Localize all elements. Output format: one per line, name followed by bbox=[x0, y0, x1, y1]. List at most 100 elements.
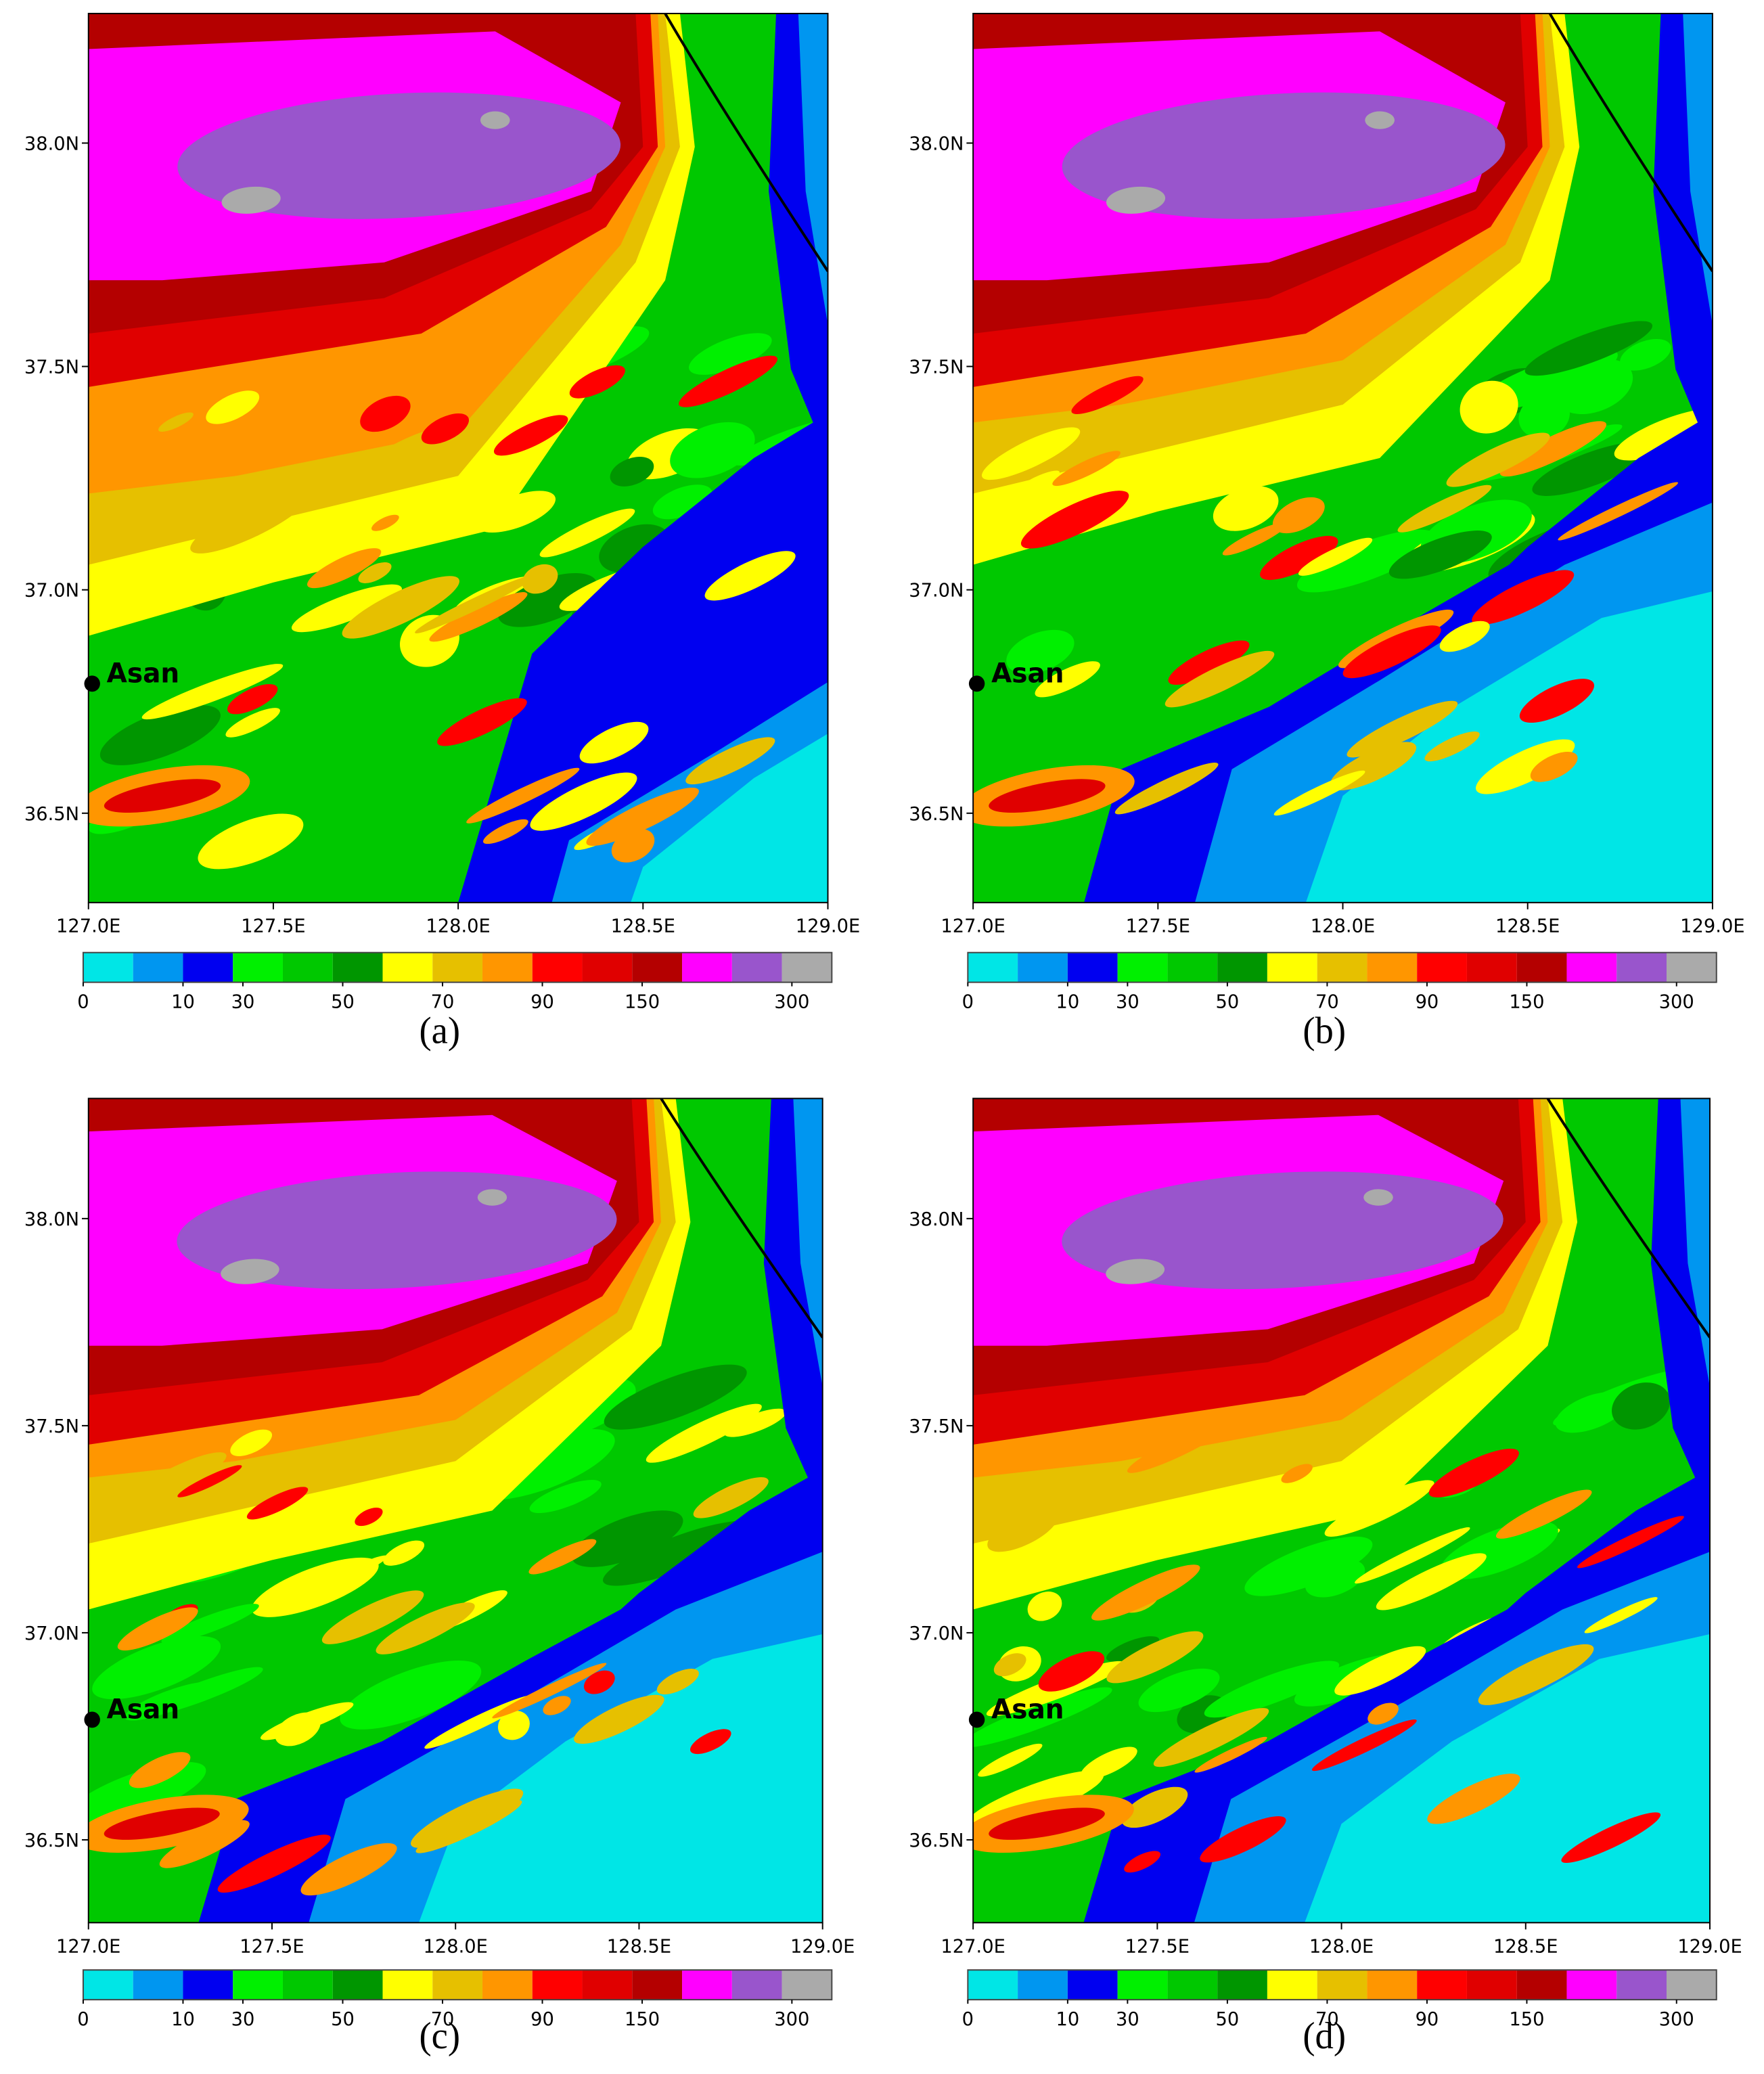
y-tick-label: 36.5N bbox=[909, 1829, 964, 1851]
colorbar-tick-label: 0 bbox=[962, 2008, 974, 2030]
contour-blob bbox=[1367, 1703, 1399, 1725]
contour-blob bbox=[693, 1477, 769, 1518]
contour-blob bbox=[141, 664, 284, 720]
contour-blob bbox=[1106, 1259, 1165, 1284]
contour-blob bbox=[161, 1604, 259, 1644]
contour-blob bbox=[1062, 92, 1506, 219]
contour-blob bbox=[1612, 1382, 1671, 1430]
contour-blob bbox=[383, 1540, 425, 1566]
colorbar-tick-label: 90 bbox=[1416, 990, 1439, 1012]
contour-blob bbox=[1153, 1708, 1269, 1767]
contour-blob bbox=[227, 684, 278, 715]
contour-blob bbox=[1164, 650, 1275, 708]
contour-blob bbox=[159, 1820, 250, 1868]
colorbar-segment bbox=[1267, 1970, 1317, 2000]
contour-blob bbox=[477, 1189, 507, 1206]
colorbar-tick-label: 10 bbox=[171, 990, 195, 1012]
x-tick-label: 129.0E bbox=[790, 1935, 855, 1957]
y-tick-label: 36.5N bbox=[24, 1829, 79, 1851]
station-label: Asan bbox=[107, 658, 180, 690]
x-tick-label: 127.0E bbox=[941, 914, 1005, 937]
colorbar-segment bbox=[282, 1970, 333, 2000]
contour-blob bbox=[368, 1682, 417, 1713]
colorbar-frame bbox=[967, 951, 1717, 983]
contour-blob bbox=[670, 422, 755, 478]
colorbar-segment bbox=[1666, 952, 1717, 983]
contour-blob bbox=[539, 508, 635, 558]
contour-blob bbox=[466, 767, 580, 824]
colorbar-segment bbox=[332, 1970, 383, 2000]
colorbar-segment bbox=[1167, 952, 1218, 983]
colorbar-segment bbox=[731, 1970, 782, 2000]
colorbar-segment bbox=[1267, 952, 1317, 983]
x-tick-label: 128.0E bbox=[426, 914, 490, 937]
colorbar-segment bbox=[782, 952, 832, 983]
contour-blob bbox=[1138, 1668, 1220, 1713]
y-tick-label: 38.0N bbox=[909, 132, 964, 154]
contour-blob bbox=[1427, 1774, 1520, 1824]
contour-blob bbox=[1334, 1646, 1426, 1696]
contour-blob bbox=[411, 1788, 524, 1848]
contour-blob bbox=[689, 333, 772, 375]
colorbar-segment bbox=[332, 952, 383, 983]
x-tick-label: 128.5E bbox=[611, 914, 675, 937]
contour-blob bbox=[1324, 1480, 1434, 1537]
contour-blob bbox=[1035, 661, 1100, 698]
y-tick-label: 37.5N bbox=[24, 355, 79, 378]
colorbar-segment bbox=[382, 952, 433, 983]
x-tick-label: 128.0E bbox=[423, 1935, 487, 1957]
y-tick-label: 36.5N bbox=[24, 802, 79, 824]
contour-blob bbox=[978, 1743, 1043, 1777]
contour-blob bbox=[1499, 421, 1607, 477]
contour-blob bbox=[1296, 529, 1437, 593]
colorbar-segment bbox=[1566, 1970, 1617, 2000]
contour-blob bbox=[342, 576, 459, 639]
contour-blob bbox=[88, 1761, 206, 1828]
contour-blob bbox=[1273, 770, 1365, 816]
colorbar-segment bbox=[1616, 1970, 1667, 2000]
x-tick-label: 127.5E bbox=[240, 1935, 304, 1957]
contour-blob bbox=[973, 1687, 1112, 1748]
station-label: Asan bbox=[991, 658, 1064, 690]
colorbar-tick-label: 30 bbox=[1116, 990, 1139, 1012]
colorbar-tick-label: 50 bbox=[331, 2008, 355, 2030]
colorbar-tick-label: 150 bbox=[1509, 990, 1544, 1012]
contour-blob bbox=[1365, 111, 1395, 129]
contour-blob bbox=[198, 813, 304, 870]
colorbar-segment bbox=[83, 1970, 133, 2000]
contour-blob bbox=[492, 1663, 607, 1719]
contour-blob bbox=[1194, 1736, 1267, 1773]
contour-blob bbox=[610, 457, 654, 487]
contour-region bbox=[793, 1098, 823, 1387]
contour-blob bbox=[529, 1479, 602, 1514]
contour-blob bbox=[1363, 1189, 1393, 1206]
contour-blob bbox=[230, 1429, 273, 1456]
colorbar-tick-label: 150 bbox=[625, 2008, 660, 2030]
colorbar-tick-label: 70 bbox=[431, 2008, 455, 2030]
colorbar-tick-label: 10 bbox=[1056, 990, 1079, 1012]
contour-blob bbox=[99, 704, 221, 765]
colorbar-segment bbox=[532, 1970, 583, 2000]
contour-blob bbox=[611, 828, 655, 863]
contour-blob bbox=[1561, 1812, 1661, 1864]
x-tick-label: 128.0E bbox=[1311, 914, 1375, 937]
contour-blob bbox=[989, 1807, 1105, 1840]
colorbar-segment bbox=[632, 1970, 683, 2000]
colorbar-segment bbox=[1516, 1970, 1567, 2000]
x-tick-label: 128.5E bbox=[607, 1935, 671, 1957]
contour-blob bbox=[1460, 380, 1518, 434]
contour-blob bbox=[324, 1555, 388, 1587]
y-tick-label: 38.0N bbox=[909, 1208, 964, 1230]
contour-region bbox=[631, 734, 828, 903]
station-marker bbox=[84, 675, 100, 692]
x-tick-label: 128.5E bbox=[1495, 914, 1560, 937]
colorbar-tick-label: 150 bbox=[625, 990, 660, 1012]
colorbar-tick-label: 70 bbox=[1315, 990, 1339, 1012]
y-tick-label: 37.0N bbox=[24, 579, 79, 601]
colorbar-tick-label: 300 bbox=[774, 990, 809, 1012]
colorbar-segment bbox=[482, 952, 533, 983]
contour-blob bbox=[1518, 393, 1570, 438]
contour-blob bbox=[1200, 1816, 1286, 1863]
